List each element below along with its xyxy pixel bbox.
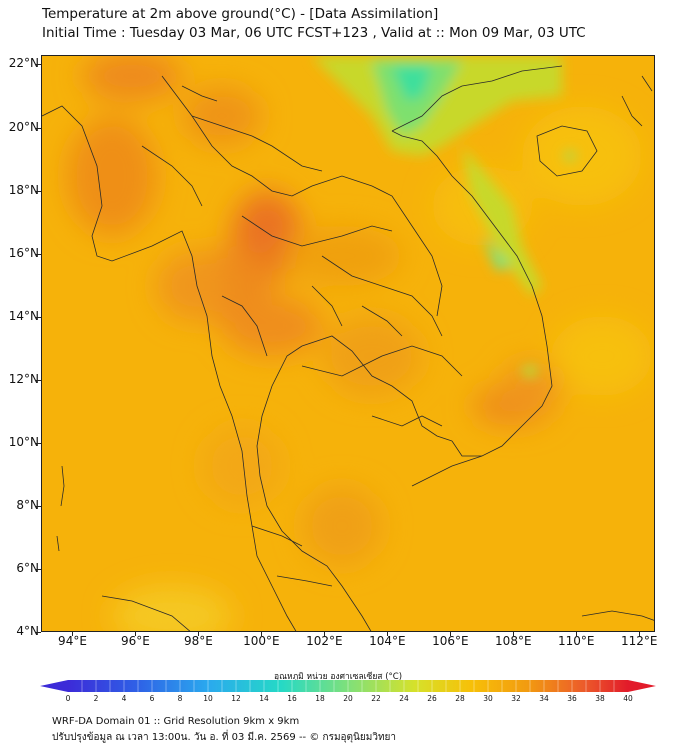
lon-tick-label: 94°E [58, 634, 87, 648]
footer-model-info: WRF-DA Domain 01 :: Grid Resolution 9km … [52, 716, 300, 727]
lon-tick-mark [639, 632, 641, 636]
colorbar-tick-label: 22 [371, 694, 381, 703]
lon-tick-label: 102°E [306, 634, 343, 648]
footer-update-info: ปรับปรุงข้อมูล ณ เวลา 13:00น. วัน อ. ที่… [52, 732, 397, 743]
map-subtitle: Initial Time : Tuesday 03 Mar, 06 UTC FC… [42, 25, 586, 41]
lat-tick-label: 12°N [8, 371, 39, 386]
lon-tick-mark [198, 632, 200, 636]
lon-tick-mark [450, 632, 452, 636]
colorbar-tick-label: 26 [427, 694, 437, 703]
lat-tick-label: 20°N [8, 119, 39, 134]
lat-tick-mark [36, 505, 41, 507]
temperature-map[interactable] [41, 55, 655, 632]
lon-tick-label: 110°E [558, 634, 595, 648]
colorbar-tick-label: 10 [203, 694, 213, 703]
lat-tick-label: 16°N [8, 245, 39, 260]
colorbar-tick-label: 40 [623, 694, 633, 703]
lon-tick-label: 98°E [183, 634, 213, 648]
colorbar-tick-label: 14 [259, 694, 269, 703]
colorbar-label: อุณหภูมิ หน่วย องศาเซลเซียส (°C) [273, 672, 403, 682]
colorbar-tick-label: 28 [455, 694, 465, 703]
colorbar-tick-label: 36 [567, 694, 577, 703]
colorbar-min-arrow [40, 680, 68, 692]
lat-tick-mark [36, 379, 41, 381]
lat-tick-label: 14°N [8, 308, 39, 323]
colorbar-tick-label: 8 [177, 694, 183, 703]
temperature-shading [67, 56, 652, 631]
lon-tick-mark [324, 632, 326, 636]
lon-tick-label: 104°E [369, 634, 406, 648]
colorbar-tick-label: 16 [287, 694, 297, 703]
lat-tick-label: 4°N [16, 624, 39, 638]
lat-tick-label: 18°N [8, 182, 39, 197]
lon-tick-label: 100°E [243, 634, 280, 648]
colorbar-tick-label: 20 [343, 694, 353, 703]
temperature-colorbar [40, 680, 656, 692]
colorbar-tick-label: 4 [121, 694, 127, 703]
colorbar-tick-label: 12 [231, 694, 241, 703]
lon-tick-label: 108°E [495, 634, 532, 648]
lon-tick-mark [387, 632, 389, 636]
lon-tick-mark [513, 632, 515, 636]
lon-tick-label: 106°E [432, 634, 469, 648]
lon-tick-mark [72, 632, 74, 636]
cool-region-north [312, 56, 576, 377]
lat-tick-mark [36, 316, 41, 318]
colorbar-tick-label: 18 [315, 694, 325, 703]
colorbar-max-arrow [628, 680, 656, 692]
coastlines-borders [42, 65, 654, 631]
lat-tick-mark [36, 442, 41, 444]
lat-tick-mark [36, 632, 41, 633]
colorbar-tick-label: 30 [483, 694, 493, 703]
lon-tick-mark [576, 632, 578, 636]
lon-tick-label: 96°E [121, 634, 150, 648]
colorbar-tick-label: 32 [511, 694, 521, 703]
lat-tick-mark [36, 568, 41, 570]
colorbar-tick-label: 38 [595, 694, 605, 703]
lat-tick-label: 6°N [16, 560, 39, 575]
lat-tick-label: 22°N [8, 56, 39, 71]
lon-tick-mark [135, 632, 137, 636]
lat-tick-label: 8°N [16, 497, 39, 512]
lat-tick-mark [36, 253, 41, 255]
lon-tick-label: 112°E [621, 634, 658, 648]
map-title: Temperature at 2m above ground(°C) - [Da… [42, 6, 439, 22]
lat-tick-label: 10°N [8, 434, 39, 449]
colorbar-tick-label: 0 [65, 694, 71, 703]
colorbar-tick-label: 24 [399, 694, 409, 703]
lat-tick-mark [36, 64, 41, 66]
colorbar-tick-label: 6 [149, 694, 155, 703]
lat-tick-mark [36, 190, 41, 192]
lon-tick-mark [261, 632, 263, 636]
colorbar-tick-label: 34 [539, 694, 549, 703]
colorbar-tick-label: 2 [93, 694, 99, 703]
lat-tick-mark [36, 127, 41, 129]
